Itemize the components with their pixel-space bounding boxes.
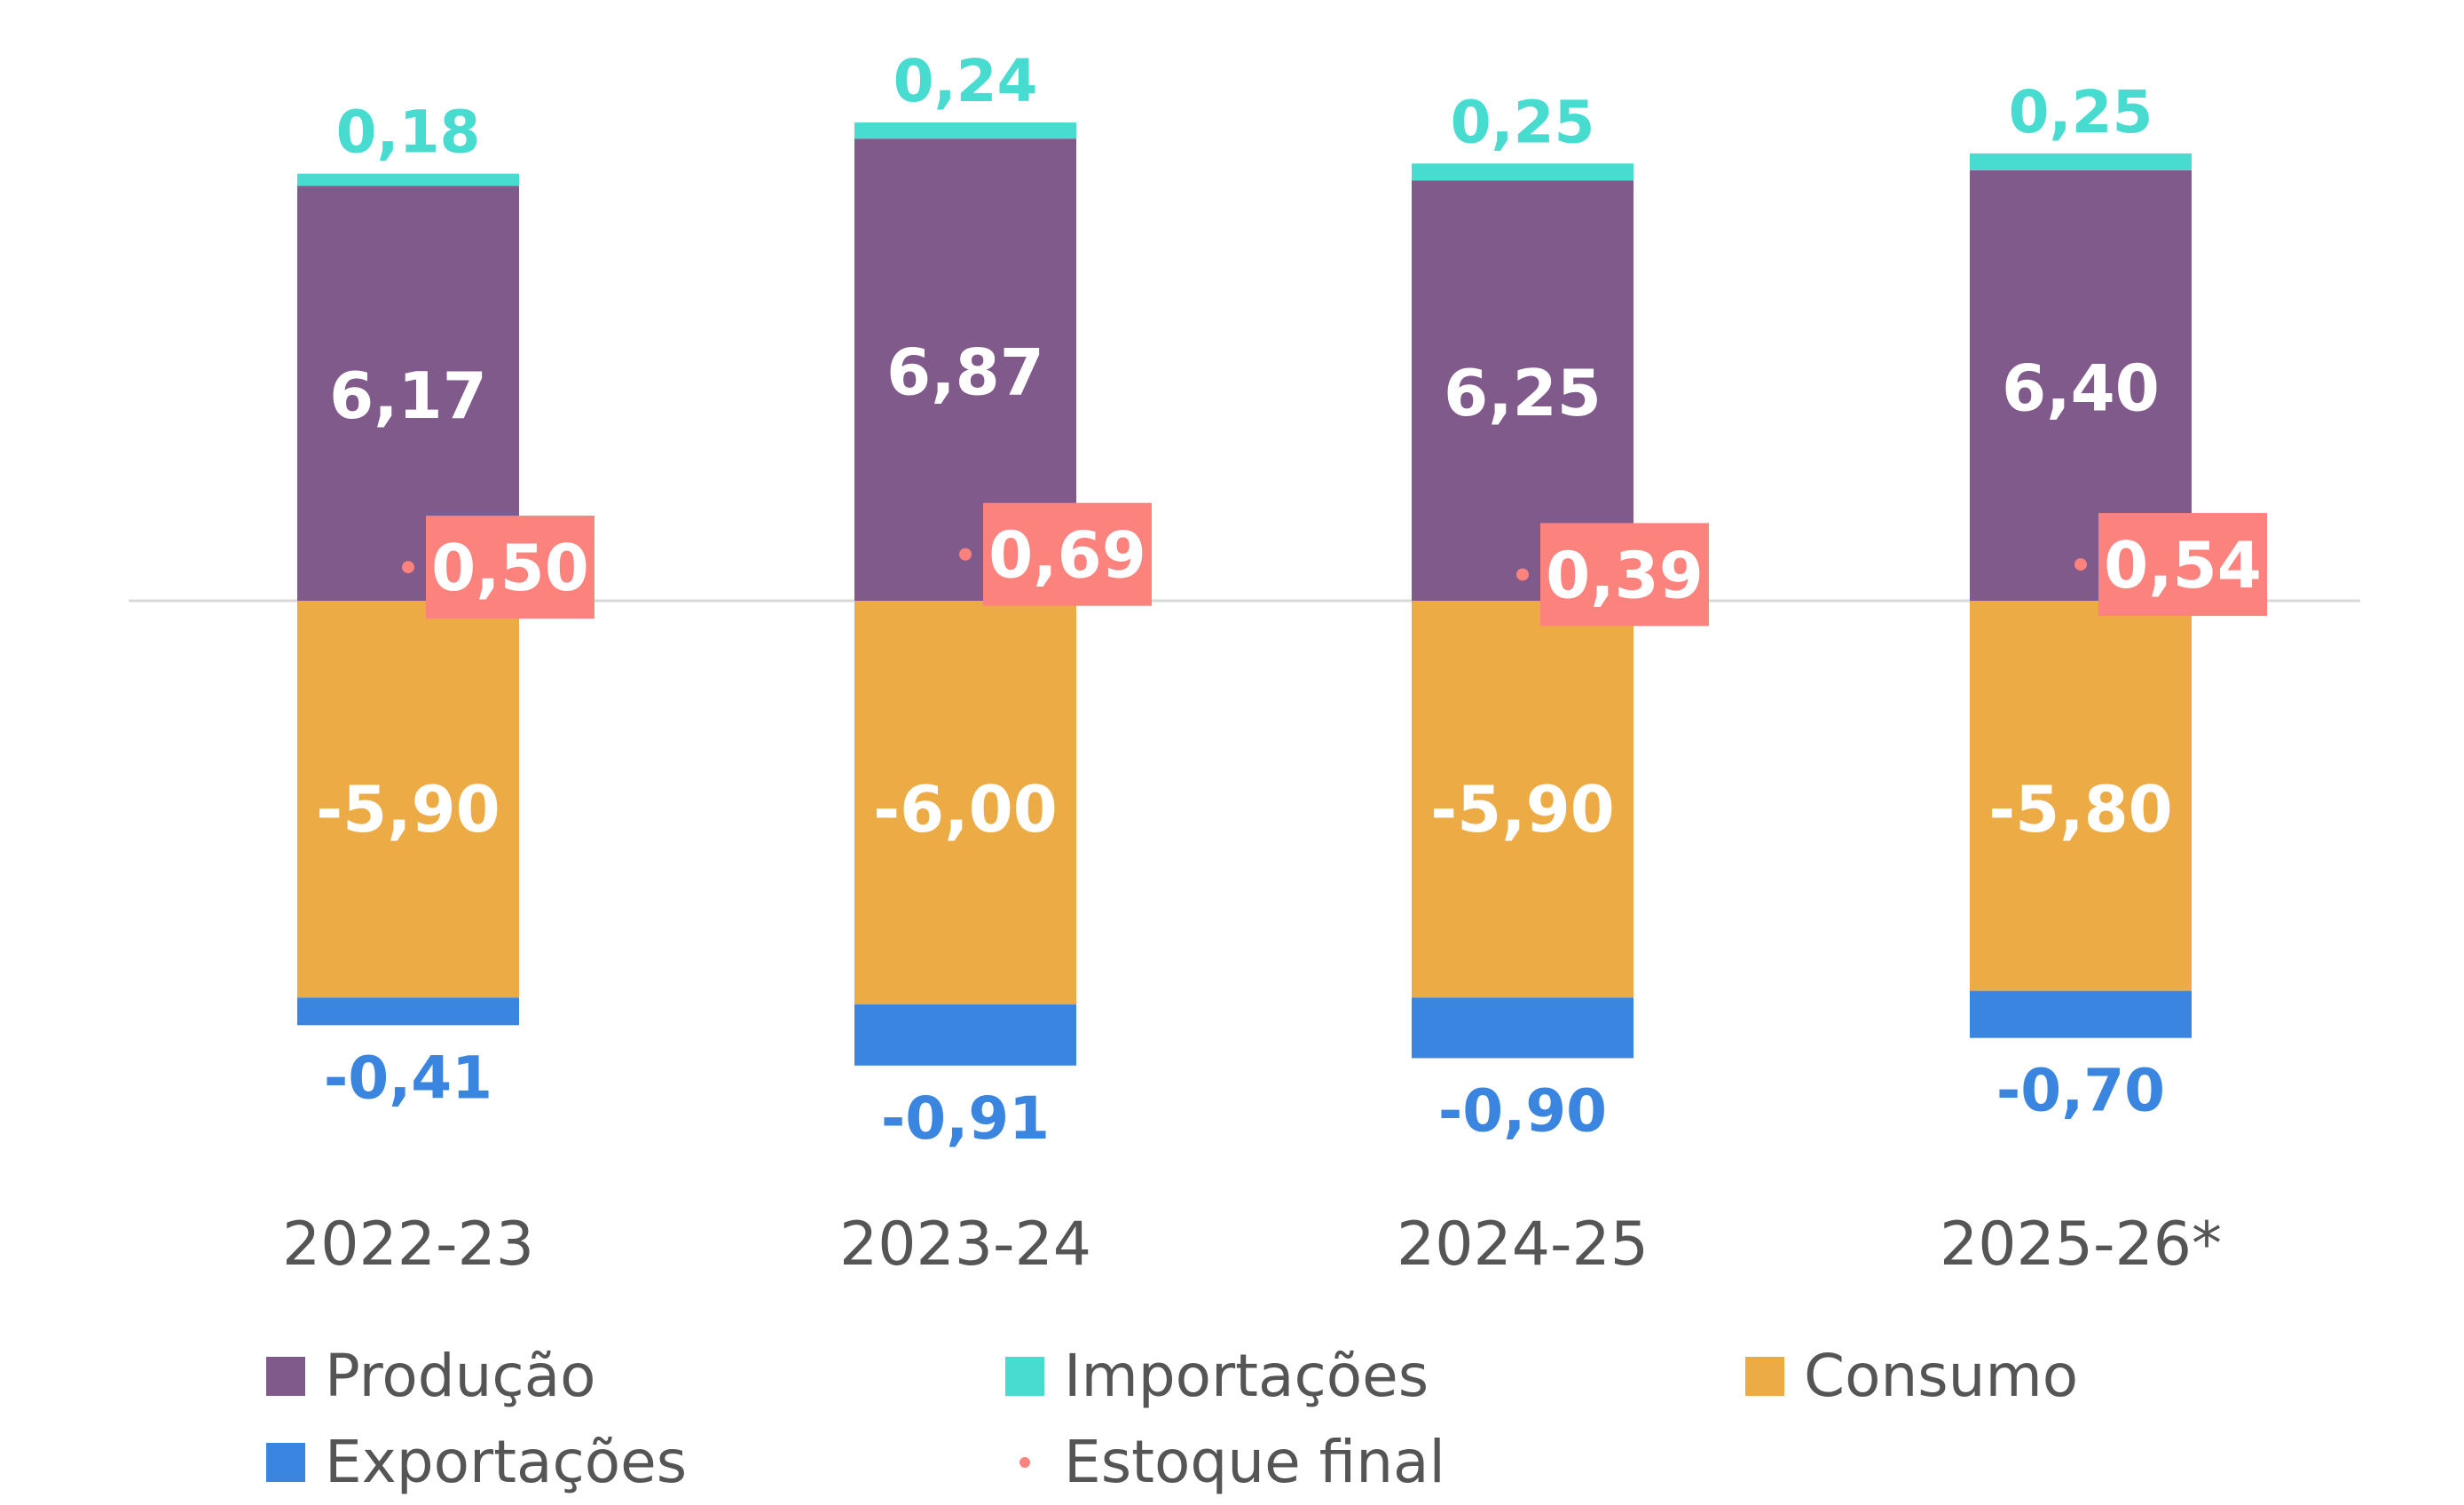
data-label-consumo: -6,00: [873, 772, 1058, 847]
data-label-producao: 6,25: [1444, 356, 1602, 430]
data-label-importacoes: 0,25: [1451, 88, 1595, 156]
data-label-producao: 6,40: [2002, 351, 2160, 425]
bar-exportacoes: [854, 1004, 1076, 1066]
category-label: 2022-23: [282, 1210, 534, 1280]
data-label-exportacoes: -0,90: [1438, 1076, 1607, 1145]
bar-importacoes: [297, 173, 519, 186]
bar-importacoes: [1970, 153, 2192, 170]
point-estoque-final: [1516, 568, 1529, 581]
data-label-estoque-final: 0,54: [2104, 528, 2262, 603]
data-label-consumo: -5,90: [1430, 772, 1615, 847]
bar-importacoes: [854, 122, 1076, 139]
data-label-box-estoque-final: [2098, 513, 2267, 617]
data-label-producao: 6,17: [329, 359, 487, 433]
bar-exportacoes: [1412, 997, 1633, 1059]
bar-consumo: [297, 601, 519, 998]
bar-exportacoes: [1970, 990, 2192, 1038]
data-label-exportacoes: -0,41: [324, 1044, 492, 1112]
data-label-box-estoque-final: [983, 502, 1152, 606]
data-label-consumo: -5,80: [1988, 772, 2173, 847]
bar-importacoes: [1412, 163, 1633, 181]
category-label: 2023-24: [839, 1210, 1091, 1280]
category-label: 2025-26*: [1940, 1210, 2222, 1280]
point-estoque-final: [959, 548, 972, 561]
data-label-producao: 6,87: [886, 335, 1044, 410]
bar-consumo: [1970, 601, 2192, 991]
bar-consumo: [1412, 601, 1633, 998]
data-label-exportacoes: -0,91: [881, 1084, 1050, 1153]
bar-exportacoes: [297, 997, 519, 1026]
data-label-importacoes: 0,25: [2009, 78, 2153, 146]
data-label-importacoes: 0,18: [336, 98, 481, 167]
data-label-importacoes: 0,24: [893, 47, 1038, 115]
data-label-consumo: -5,90: [316, 772, 500, 847]
data-label-box-estoque-final: [1540, 523, 1709, 626]
data-label-estoque-final: 0,69: [988, 518, 1146, 593]
data-label-estoque-final: 0,39: [1546, 538, 1704, 612]
bar-consumo: [854, 601, 1076, 1005]
data-label-box-estoque-final: [426, 516, 594, 619]
point-estoque-final: [402, 561, 414, 574]
data-label-exportacoes: -0,70: [1996, 1057, 2165, 1125]
category-label: 2024-25: [1397, 1210, 1649, 1280]
data-label-estoque-final: 0,50: [431, 531, 589, 605]
point-estoque-final: [2074, 558, 2087, 571]
